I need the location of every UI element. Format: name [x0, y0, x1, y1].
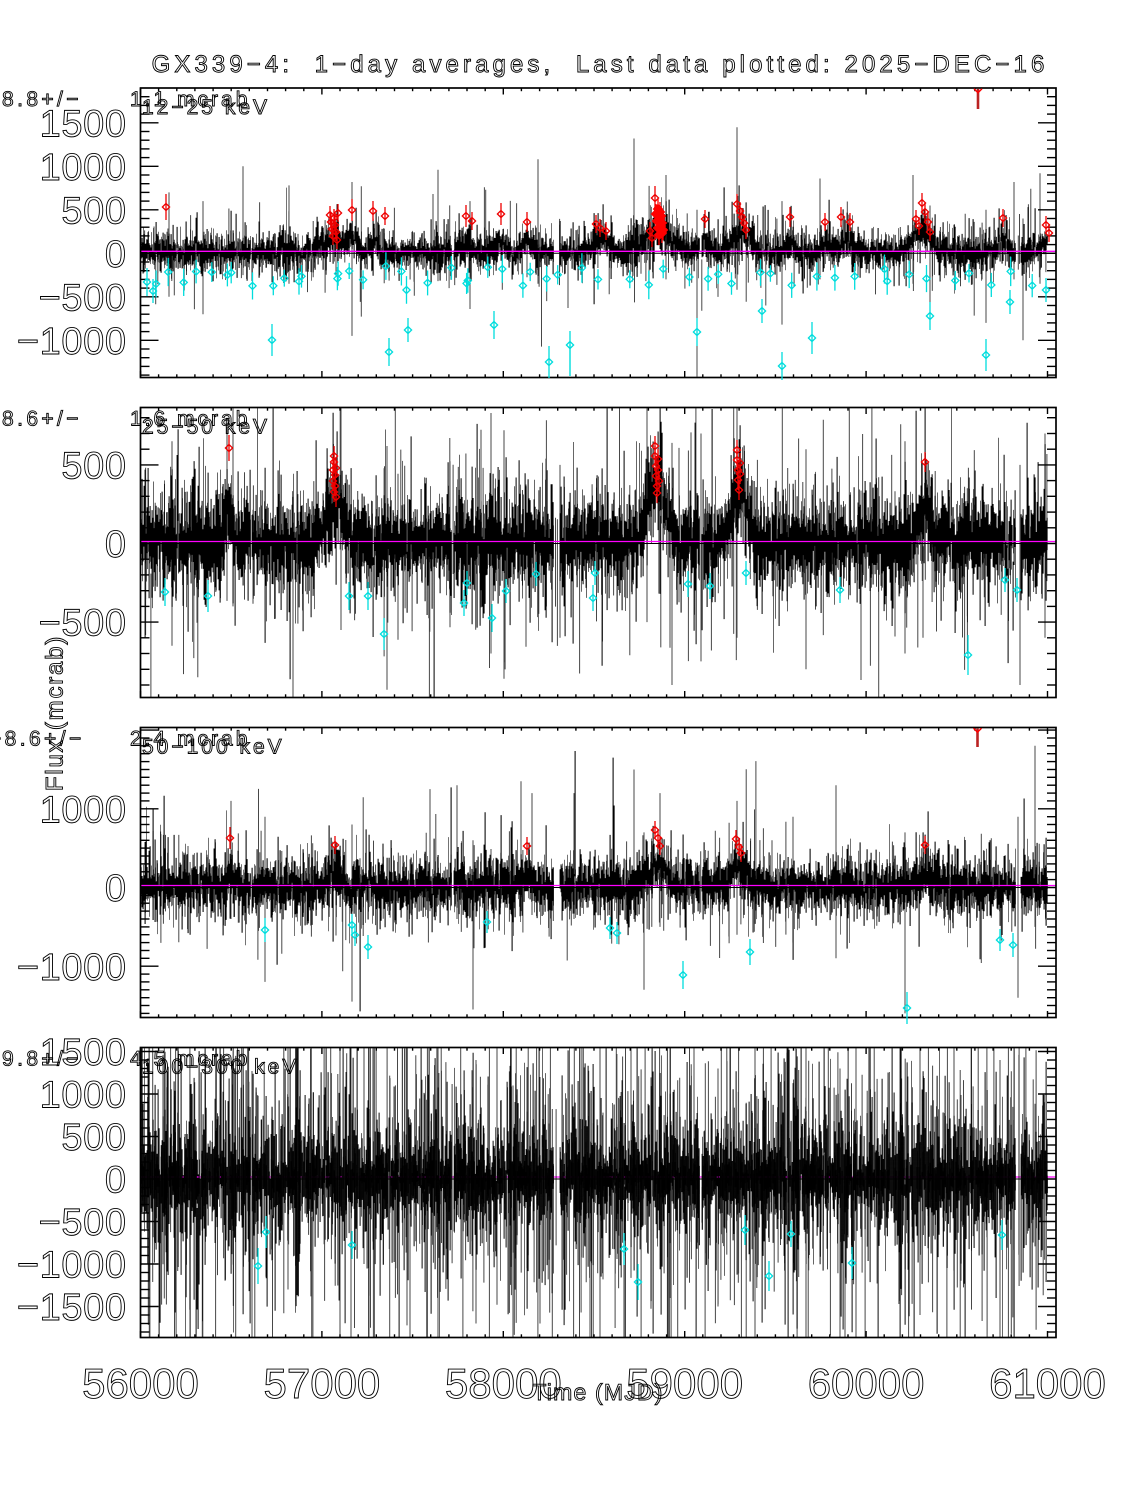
svg-text:57000: 57000	[264, 1360, 381, 1407]
svg-text:−1000: −1000	[17, 947, 127, 989]
svg-text:1500: 1500	[40, 103, 127, 145]
svg-text:0: 0	[105, 868, 127, 910]
svg-text:4.5 mcrab: 4.5 mcrab	[130, 1048, 250, 1071]
svg-text:0: 0	[105, 234, 127, 276]
svg-text:GX339−4: 1−day averages, Las: GX339−4: 1−day averages, Last data plott…	[152, 51, 1049, 78]
svg-text:Time (MJD): Time (MJD)	[532, 1379, 663, 1405]
svg-text:−1000: −1000	[17, 321, 127, 363]
svg-text:58000: 58000	[445, 1360, 562, 1407]
svg-text:1000: 1000	[40, 789, 127, 831]
svg-text:−500: −500	[39, 1202, 127, 1244]
svg-text:1500: 1500	[40, 1032, 127, 1074]
svg-text:1.6 mcrab: 1.6 mcrab	[130, 408, 250, 431]
svg-text:−500: −500	[39, 277, 127, 319]
svg-text:59000: 59000	[626, 1360, 743, 1407]
svg-text:9.8+/−: 9.8+/−	[2, 1048, 82, 1071]
svg-text:500: 500	[61, 446, 126, 488]
svg-text:0: 0	[105, 1160, 127, 1202]
svg-text:500: 500	[61, 1117, 126, 1159]
svg-text:1000: 1000	[40, 147, 127, 189]
svg-text:1.1 mcrab: 1.1 mcrab	[130, 88, 250, 111]
svg-text:60000: 60000	[808, 1360, 925, 1407]
svg-text:500: 500	[61, 190, 126, 232]
svg-text:Flux (mcrab): Flux (mcrab)	[42, 635, 69, 791]
svg-text:50−100 keV: 50−100 keV	[142, 736, 285, 759]
svg-text:8.6+/−: 8.6+/−	[2, 408, 82, 431]
svg-text:−500: −500	[39, 603, 127, 645]
svg-text:−1500: −1500	[17, 1287, 127, 1329]
svg-text:0: 0	[105, 524, 127, 566]
svg-text:25−50 keV: 25−50 keV	[142, 416, 270, 439]
svg-text:100−300 keV: 100−300 keV	[142, 1056, 299, 1079]
svg-text:1000: 1000	[40, 1075, 127, 1117]
svg-text:61000: 61000	[989, 1360, 1106, 1407]
svg-text:12−25 keV: 12−25 keV	[142, 96, 270, 119]
svg-text:−1000: −1000	[17, 1245, 127, 1287]
svg-text:2.4 mcrab: 2.4 mcrab	[130, 728, 250, 751]
svg-text:56000: 56000	[82, 1360, 199, 1407]
svg-text:−8.6+/−: −8.6+/−	[0, 728, 85, 751]
svg-text:8.8+/−: 8.8+/−	[2, 88, 82, 111]
